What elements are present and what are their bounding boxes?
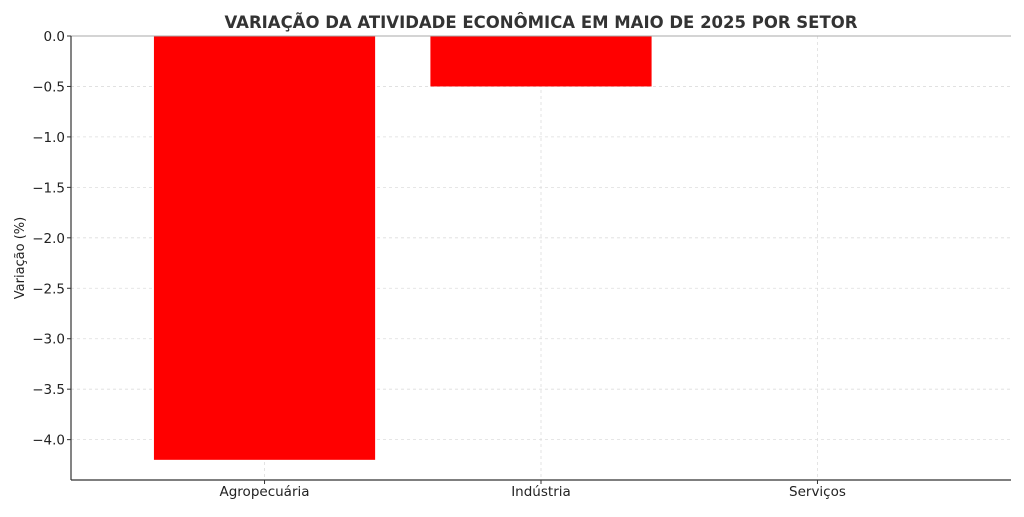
- x-tick-label: Serviços: [789, 484, 846, 500]
- x-tick-label: Indústria: [511, 484, 571, 500]
- y-axis-label: Variação (%): [13, 217, 28, 299]
- y-tick-label: −4.0: [32, 433, 65, 449]
- chart-title: VARIAÇÃO DA ATIVIDADE ECONÔMICA EM MAIO …: [225, 13, 858, 32]
- bar-1: [430, 36, 652, 87]
- y-tick-label: −3.5: [32, 382, 65, 398]
- y-tick-label: −3.0: [32, 332, 65, 348]
- tick-labels: 0.0 −0.5 −1.0 −1.5 −2.0 −2.5 −3.0 −3.5 −4.0 Agrop…: [32, 29, 846, 500]
- y-tick-label: 0.0: [44, 29, 65, 45]
- y-tick-label: −1.0: [32, 130, 65, 146]
- bar-0: [153, 36, 376, 460]
- y-tick-label: −2.0: [32, 231, 65, 247]
- bars: [153, 36, 652, 460]
- y-tick-label: −2.5: [32, 281, 65, 297]
- x-tick-label: Agropecuária: [220, 484, 310, 500]
- axes: [67, 35, 1011, 484]
- y-tick-label: −1.5: [32, 180, 65, 196]
- y-tick-label: −0.5: [32, 79, 65, 95]
